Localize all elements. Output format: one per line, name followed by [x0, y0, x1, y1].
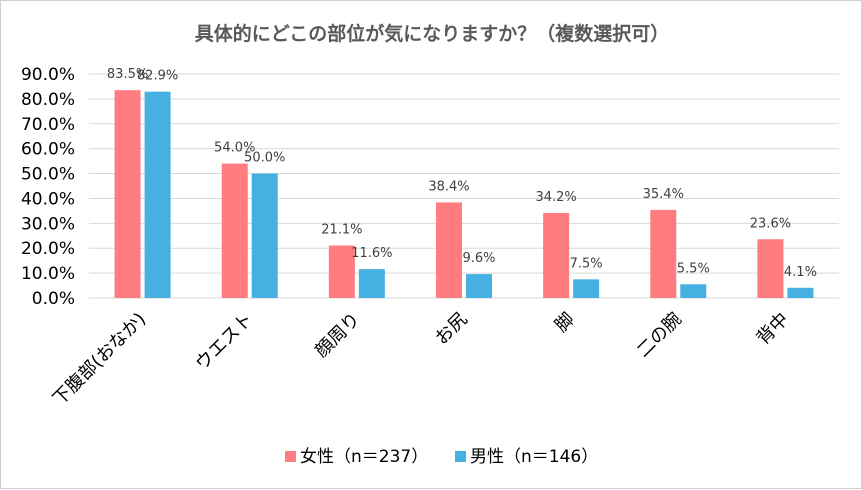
bar-female	[328, 245, 355, 298]
grid-lines	[89, 73, 839, 299]
bar-female	[650, 209, 677, 298]
bar-female	[543, 212, 570, 298]
bar-male	[573, 279, 600, 298]
data-labels: 83.5%82.9% 54.0%50.0% 21.1% 11.6% 38.4% 9.6% 3…	[107, 67, 817, 280]
data-label: 83.5%	[107, 67, 148, 82]
y-tick-label: 60.0%	[21, 140, 75, 160]
bar-male	[787, 287, 814, 298]
x-tick-label: 顔周り	[311, 309, 364, 362]
legend: 女性（n＝237） 男性（n＝146）	[285, 447, 598, 467]
legend-label: 女性（n＝237）	[300, 447, 428, 467]
y-tick-label: 20.0%	[21, 239, 75, 259]
y-tick-label: 70.0%	[21, 115, 75, 135]
legend-swatch	[285, 451, 296, 462]
x-tick-label: ウエスト	[191, 309, 257, 375]
data-label: 23.6%	[750, 216, 791, 231]
bar-female	[221, 163, 248, 298]
y-tick-label: 90.0%	[21, 65, 75, 85]
bar-male	[466, 274, 492, 298]
legend-swatch	[455, 451, 466, 462]
x-tick-label: 脚	[551, 309, 579, 337]
bar-male	[251, 173, 278, 298]
chart-title: 具体的にどこの部位が気になりますか？（複数選択可）	[195, 22, 669, 45]
legend-label: 男性（n＝146）	[470, 447, 598, 467]
y-tick-label: 50.0%	[21, 165, 75, 185]
bar-female	[436, 202, 462, 298]
data-label: 9.6%	[462, 251, 495, 266]
bar-male	[144, 91, 171, 298]
data-label: 7.5%	[570, 256, 603, 271]
x-tick-label: お尻	[431, 309, 471, 349]
y-axis-ticks: 0.0% 10.0% 20.0% 30.0% 40.0% 50.0% 60.0% 70.0% 8…	[21, 65, 75, 309]
data-label: 4.1%	[784, 265, 817, 280]
data-label: 11.6%	[351, 246, 392, 261]
x-tick-label: 背中	[753, 309, 793, 349]
bar-male	[358, 269, 385, 298]
data-label: 5.5%	[677, 261, 710, 276]
data-label: 54.0%	[214, 141, 255, 156]
bar-female	[757, 239, 784, 298]
bars	[114, 90, 814, 298]
data-label: 50.0%	[244, 151, 285, 166]
y-tick-label: 40.0%	[21, 189, 75, 209]
y-tick-label: 0.0%	[32, 289, 75, 309]
data-label: 35.4%	[643, 187, 684, 202]
x-axis-ticks: 下腹部(おなか) ウエスト 顔周り お尻 脚 二の腕 背中	[49, 309, 793, 410]
x-tick-label: 下腹部(おなか)	[49, 309, 150, 410]
data-label: 34.2%	[535, 190, 576, 205]
bar-female	[114, 90, 141, 298]
y-tick-label: 30.0%	[21, 214, 75, 234]
data-label: 38.4%	[428, 179, 469, 194]
data-label: 21.1%	[321, 222, 362, 237]
x-tick-label: 二の腕	[633, 309, 686, 362]
y-tick-label: 10.0%	[21, 264, 75, 284]
data-label: 82.9%	[137, 69, 178, 84]
bar-male	[680, 284, 707, 298]
y-tick-label: 80.0%	[21, 90, 75, 110]
